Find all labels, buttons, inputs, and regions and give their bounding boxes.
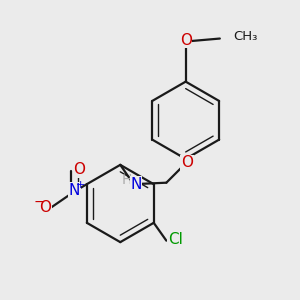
Text: O: O <box>181 155 193 170</box>
Text: Cl: Cl <box>168 232 183 247</box>
Text: N: N <box>130 177 142 192</box>
Text: −: − <box>33 195 45 209</box>
Text: O: O <box>180 32 192 47</box>
Text: CH₃: CH₃ <box>233 30 258 43</box>
Text: H: H <box>122 173 132 187</box>
Text: O: O <box>74 162 86 177</box>
Text: O: O <box>39 200 51 214</box>
Text: N: N <box>68 183 80 198</box>
Text: +: + <box>76 180 86 190</box>
